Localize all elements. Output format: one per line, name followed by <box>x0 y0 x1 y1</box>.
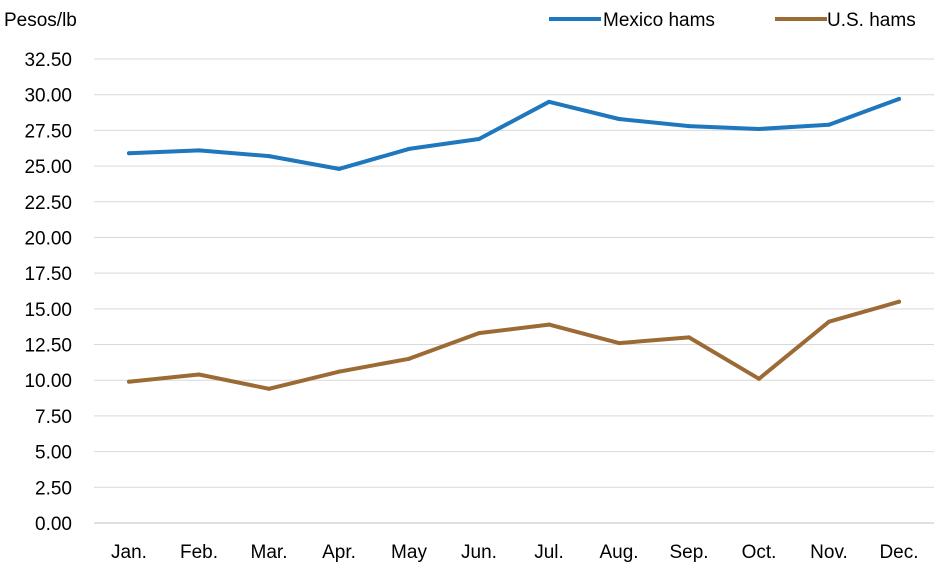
x-tick-label: Sep. <box>669 542 708 563</box>
data-point <box>127 379 131 384</box>
series-line-mexico-hams <box>127 97 901 171</box>
series-lines <box>127 96 901 391</box>
x-tick-label: Feb. <box>180 542 218 563</box>
y-tick-label: 20.00 <box>24 228 72 249</box>
x-tick-label: Nov. <box>810 542 848 563</box>
y-tick-label: 17.50 <box>24 264 72 285</box>
y-tick-label: 2.50 <box>35 478 72 499</box>
x-tick-label: Apr. <box>322 542 356 563</box>
legend-label-mexico-hams: Mexico hams <box>603 10 715 31</box>
data-point <box>617 116 621 121</box>
x-tick-label: Jan. <box>111 542 147 563</box>
data-point <box>267 154 271 159</box>
legend-entry-mexico-hams: Mexico hams <box>549 10 715 31</box>
data-point <box>267 386 271 391</box>
data-point <box>827 122 831 127</box>
y-tick-label: 0.00 <box>35 514 72 535</box>
data-point <box>407 146 411 151</box>
data-point <box>337 369 341 374</box>
x-axis-tick-labels: Jan. Feb. Mar. Apr. May Jun. Jul. Aug. Sep. Oct. N… <box>111 542 919 563</box>
x-tick-label: Jun. <box>461 542 497 563</box>
x-tick-label: Dec. <box>879 542 918 563</box>
data-point <box>197 148 201 153</box>
data-point <box>407 356 411 361</box>
y-tick-label: 32.50 <box>24 50 72 71</box>
legend-label-us-hams: U.S. hams <box>827 10 916 31</box>
data-point <box>127 151 131 156</box>
data-point <box>687 335 691 340</box>
y-axis-tick-labels: 0.00 2.50 5.00 7.50 10.00 12.50 15.00 17.50 20.0… <box>24 50 72 535</box>
y-tick-label: 22.50 <box>24 193 72 214</box>
data-point <box>477 331 481 336</box>
x-tick-label: May <box>391 542 427 563</box>
data-point <box>827 319 831 324</box>
data-point <box>547 99 551 104</box>
legend: Mexico hams U.S. hams <box>549 10 916 31</box>
data-point <box>897 96 901 101</box>
x-tick-label: Jul. <box>534 542 564 563</box>
data-point <box>547 322 551 327</box>
y-tick-label: 12.50 <box>24 336 72 357</box>
y-tick-label: 7.50 <box>35 407 72 428</box>
x-tick-label: Aug. <box>599 542 638 563</box>
legend-entry-us-hams: U.S. hams <box>775 10 916 31</box>
y-axis-label: Pesos/lb <box>4 10 77 31</box>
y-tick-label: 25.00 <box>24 157 72 178</box>
data-point <box>337 166 341 171</box>
x-tick-label: Oct. <box>742 542 777 563</box>
data-point <box>757 126 761 131</box>
y-tick-label: 27.50 <box>24 121 72 142</box>
data-point <box>617 341 621 346</box>
y-tick-label: 15.00 <box>24 300 72 321</box>
series-line-us-hams <box>127 299 901 391</box>
data-point <box>757 376 761 381</box>
y-tick-label: 5.00 <box>35 443 72 464</box>
data-point <box>477 136 481 141</box>
y-tick-label: 10.00 <box>24 371 72 392</box>
y-tick-label: 30.00 <box>24 86 72 107</box>
data-point <box>897 299 901 304</box>
data-point <box>197 372 201 377</box>
data-point <box>687 124 691 129</box>
x-tick-label: Mar. <box>251 542 288 563</box>
gridlines <box>94 58 934 524</box>
